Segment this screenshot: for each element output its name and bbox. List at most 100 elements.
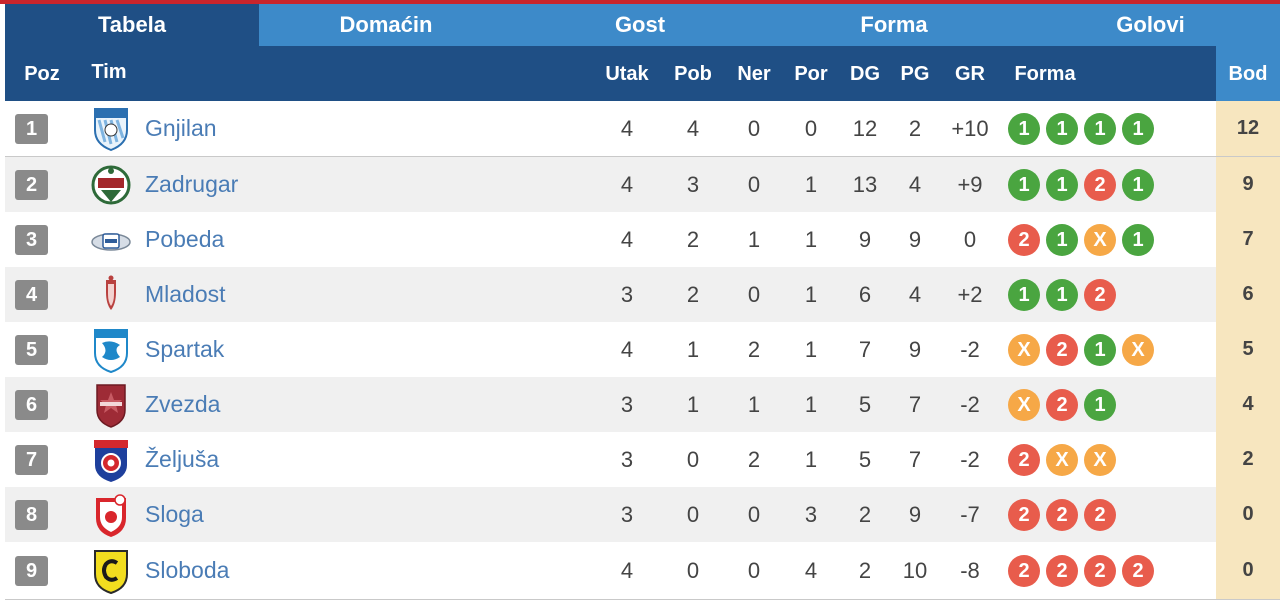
gnjilan-crest[interactable] <box>91 106 131 152</box>
cell-dg: 5 <box>858 447 872 472</box>
form-win-dot[interactable]: 1 <box>1046 224 1078 256</box>
form-win-dot[interactable]: 1 <box>1122 224 1154 256</box>
sloboda-crest[interactable] <box>91 548 131 594</box>
form-draw-dot[interactable]: X <box>1084 444 1116 476</box>
spartak-crest[interactable] <box>91 327 131 373</box>
form-loss-dot[interactable]: 2 <box>1008 224 1040 256</box>
cell-ner: 0 <box>747 502 761 527</box>
form-loss-dot[interactable]: 2 <box>1084 555 1116 587</box>
table-row[interactable]: 8 Sloga 3 0 0 3 2 9 -7 2 2 2 0 <box>5 487 1280 542</box>
table-row[interactable]: 2 Zadrugar 4 3 0 1 13 4 +9 1 1 2 1 9 <box>5 157 1280 212</box>
cell-ner: 1 <box>747 227 761 252</box>
cell-utak: 4 <box>620 172 634 197</box>
form-loss-dot[interactable]: 2 <box>1046 499 1078 531</box>
form-win-dot[interactable]: 1 <box>1046 113 1078 145</box>
sloga-crest[interactable] <box>91 492 131 538</box>
cell-dg: 5 <box>858 392 872 417</box>
cell-pg: 2 <box>908 116 922 141</box>
col-header-bod-cell: Bod <box>1216 46 1280 101</box>
form-win-dot[interactable]: 1 <box>1122 169 1154 201</box>
table-row[interactable]: 5 Spartak 4 1 2 1 7 9 -2 X 2 1 X 5 <box>5 322 1280 377</box>
team-name-link[interactable]: Sloga <box>145 501 204 527</box>
form-loss-dot[interactable]: 2 <box>1008 499 1040 531</box>
team-name-link[interactable]: Pobeda <box>145 226 225 252</box>
form-loss-dot[interactable]: 2 <box>1122 555 1154 587</box>
cell-gr: -2 <box>960 447 980 472</box>
team-name-link[interactable]: Zvezda <box>145 391 221 417</box>
cell-por: 0 <box>804 116 818 141</box>
form-loss-dot[interactable]: 2 <box>1046 555 1078 587</box>
cell-pob: 0 <box>686 447 700 472</box>
team-name-link[interactable]: Gnjilan <box>145 115 217 141</box>
team-name-link[interactable]: Spartak <box>145 336 225 362</box>
tab-domacin[interactable]: Domaćin <box>339 12 433 37</box>
table-row[interactable]: 7 Željuša 3 0 2 1 5 7 -2 2 X X 2 <box>5 432 1280 487</box>
tab-forma[interactable]: Forma <box>860 12 928 37</box>
zvezda-crest[interactable] <box>91 382 131 428</box>
cell-pg: 7 <box>908 392 922 417</box>
zadrugar-crest[interactable] <box>91 162 131 208</box>
table-row[interactable]: 6 Zvezda 3 1 1 1 5 7 -2 X 2 1 4 <box>5 377 1280 432</box>
form-loss-dot[interactable]: 2 <box>1008 555 1040 587</box>
form-win-dot[interactable]: 1 <box>1008 279 1040 311</box>
tab-golovi[interactable]: Golovi <box>1116 12 1185 37</box>
form-win-dot[interactable]: 1 <box>1084 389 1116 421</box>
table-row[interactable]: 4 Mladost 3 2 0 1 6 4 +2 1 1 2 6 <box>5 267 1280 322</box>
points-cell: 5 <box>1216 322 1280 377</box>
form-draw-dot[interactable]: X <box>1122 334 1154 366</box>
cell-dg: 9 <box>858 227 872 252</box>
cell-ner: 0 <box>747 116 761 141</box>
team-name-link[interactable]: Željuša <box>145 446 220 472</box>
form-draw-dot[interactable]: X <box>1008 389 1040 421</box>
form-win-dot[interactable]: 1 <box>1084 113 1116 145</box>
cell-pob: 0 <box>686 558 700 583</box>
form-loss-dot[interactable]: 2 <box>1046 389 1078 421</box>
form-win-dot[interactable]: 1 <box>1046 169 1078 201</box>
form-loss-dot[interactable]: 2 <box>1084 279 1116 311</box>
position-badge: 5 <box>15 335 48 365</box>
cell-por: 1 <box>804 337 818 362</box>
cell-utak: 4 <box>620 227 634 252</box>
cell-por: 1 <box>804 392 818 417</box>
cell-utak: 3 <box>620 447 634 472</box>
cell-pg: 4 <box>908 282 922 307</box>
cell-ner: 0 <box>747 282 761 307</box>
cell-dg: 7 <box>858 337 872 362</box>
col-header-dg: DG <box>850 63 880 85</box>
team-name-link[interactable]: Mladost <box>145 281 226 307</box>
form-draw-dot[interactable]: X <box>1008 334 1040 366</box>
form-win-dot[interactable]: 1 <box>1008 113 1040 145</box>
table-row[interactable]: 1 Gnjilan 4 4 0 0 12 2 +10 1 1 1 1 12 <box>5 101 1280 157</box>
form-draw-dot[interactable]: X <box>1046 444 1078 476</box>
form-loss-dot[interactable]: 2 <box>1046 334 1078 366</box>
cell-utak: 4 <box>620 337 634 362</box>
table-row[interactable]: 9 Sloboda 4 0 0 4 2 10 -8 2 2 2 2 0 <box>5 542 1280 599</box>
form-loss-dot[interactable]: 2 <box>1084 499 1116 531</box>
pobeda-crest[interactable] <box>91 217 131 263</box>
col-header-pob: Pob <box>674 63 712 85</box>
top-accent-line <box>0 0 1280 4</box>
mladost-crest[interactable] <box>91 272 131 318</box>
form-win-dot[interactable]: 1 <box>1122 113 1154 145</box>
team-name-link[interactable]: Zadrugar <box>145 171 239 197</box>
cell-por: 1 <box>804 447 818 472</box>
form-win-dot[interactable]: 1 <box>1008 169 1040 201</box>
tab-bar: Tabela Domaćin Gost Forma Golovi <box>5 4 1280 46</box>
tab-tabela[interactable]: Tabela <box>5 4 259 46</box>
form-loss-dot[interactable]: 2 <box>1008 444 1040 476</box>
form-win-dot[interactable]: 1 <box>1084 334 1116 366</box>
col-header-utak: Utak <box>605 63 649 85</box>
zeljusa-crest[interactable] <box>91 437 131 483</box>
position-badge: 4 <box>15 280 48 310</box>
points-cell: 0 <box>1216 487 1280 542</box>
form-win-dot[interactable]: 1 <box>1046 279 1078 311</box>
col-header-pg: PG <box>900 63 930 85</box>
cell-pob: 1 <box>686 337 700 362</box>
table-row[interactable]: 3 Pobeda 4 2 1 1 9 9 0 2 1 X 1 7 <box>5 212 1280 267</box>
team-name-link[interactable]: Sloboda <box>145 557 230 583</box>
form-loss-dot[interactable]: 2 <box>1084 169 1116 201</box>
tab-gost[interactable]: Gost <box>614 12 666 37</box>
form-draw-dot[interactable]: X <box>1084 224 1116 256</box>
